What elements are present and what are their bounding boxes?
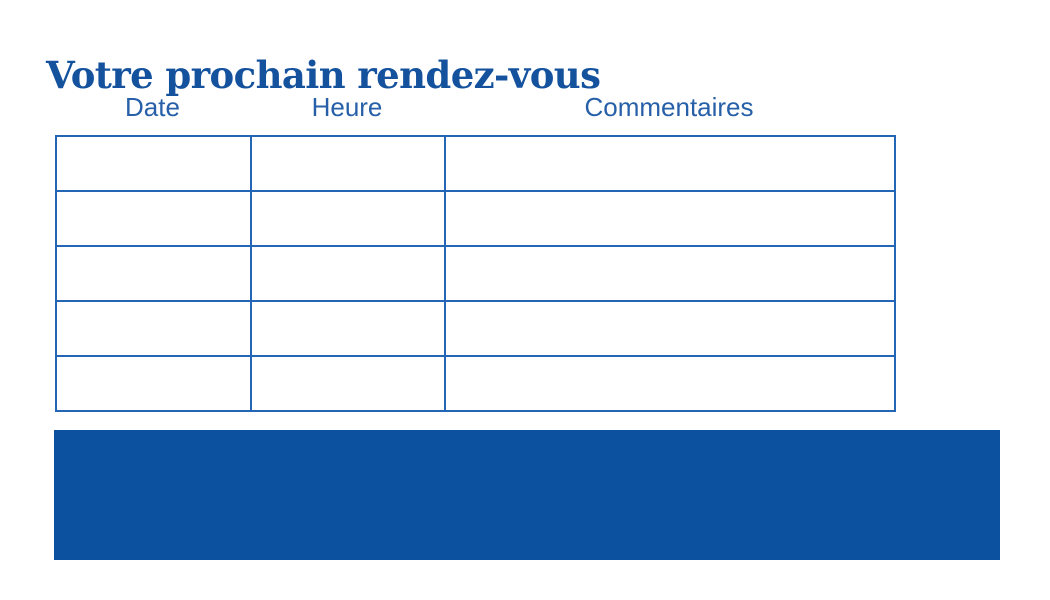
cell-commentaires[interactable] <box>444 135 896 192</box>
blue-banner-block <box>54 430 1000 560</box>
cell-heure[interactable] <box>250 190 446 247</box>
cell-commentaires[interactable] <box>444 300 896 357</box>
cell-commentaires[interactable] <box>444 245 896 302</box>
cell-heure[interactable] <box>250 300 446 357</box>
column-header-date: Date <box>125 92 180 122</box>
cell-heure[interactable] <box>250 355 446 412</box>
cell-date[interactable] <box>55 245 252 302</box>
cell-date[interactable] <box>55 190 252 247</box>
appointments-table-body <box>55 135 896 412</box>
cell-date[interactable] <box>55 300 252 357</box>
table-row <box>55 355 896 412</box>
table-row <box>55 135 896 192</box>
column-header-commentaires: Commentaires <box>584 92 754 122</box>
table-row <box>55 300 896 357</box>
cell-heure[interactable] <box>250 245 446 302</box>
cell-commentaires[interactable] <box>444 355 896 412</box>
table-column-headers: Date Heure Commentaires <box>55 90 894 124</box>
column-header-heure: Heure <box>311 92 383 122</box>
cell-heure[interactable] <box>250 135 446 192</box>
table-row <box>55 190 896 247</box>
appointments-table <box>55 135 896 412</box>
cell-commentaires[interactable] <box>444 190 896 247</box>
page-title: Votre prochain rendez-vous <box>46 52 601 97</box>
table-row <box>55 245 896 302</box>
cell-date[interactable] <box>55 135 252 192</box>
cell-date[interactable] <box>55 355 252 412</box>
